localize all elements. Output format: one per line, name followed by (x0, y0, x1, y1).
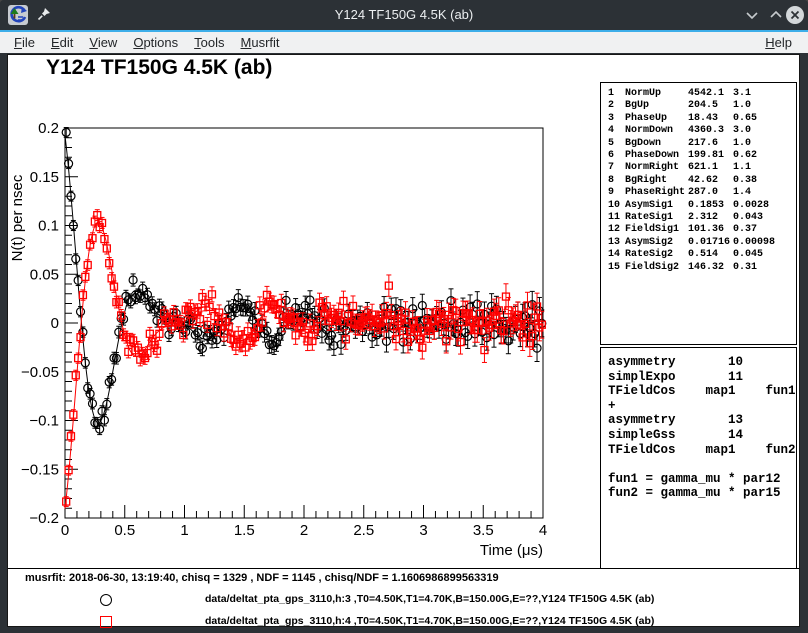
svg-text:0.05: 0.05 (30, 266, 59, 283)
pin-icon (37, 8, 50, 21)
maximize-button[interactable] (766, 6, 786, 24)
parameter-box: 1 NormUp 4542.1 3.1 2 BgUp 204.5 1.0 3 PhaseUp 18.… (600, 82, 797, 345)
svg-text:3.5: 3.5 (473, 522, 494, 539)
parameter-table: 1 NormUp 4542.1 3.1 2 BgUp 204.5 1.0 3 PhaseUp 18.… (608, 88, 776, 273)
titlebar[interactable]: Y124 TF150G 4.5K (ab) (0, 0, 808, 30)
svg-text:−0.15: −0.15 (21, 461, 59, 478)
svg-text:0.1: 0.1 (38, 218, 59, 235)
window-accent-line (0, 30, 808, 32)
svg-text:N(t) per nsec: N(t) per nsec (9, 174, 26, 261)
menu-file[interactable]: File (14, 35, 35, 50)
plot-title: Y124 TF150G 4.5K (ab) (46, 56, 273, 79)
theory-box: asymmetry 10 simplExpo 11 TFieldCos map1… (600, 347, 797, 569)
window-title: Y124 TF150G 4.5K (ab) (334, 7, 474, 22)
svg-text:Time (μs): Time (μs) (480, 542, 543, 559)
svg-text:3: 3 (419, 522, 427, 539)
svg-text:4: 4 (539, 522, 547, 539)
svg-text:1.5: 1.5 (234, 522, 255, 539)
svg-text:2: 2 (300, 522, 308, 539)
menu-options[interactable]: Options (133, 35, 179, 50)
svg-text:0: 0 (61, 522, 69, 539)
menu-edit[interactable]: Edit (50, 35, 74, 50)
svg-text:−0.1: −0.1 (29, 413, 59, 430)
legend-entry-1: data/deltat_pta_gps_3110,h:3 ,T0=4.50K,T… (205, 593, 655, 605)
svg-text:2.5: 2.5 (353, 522, 374, 539)
menubar: File Edit View Options Tools Musrfit Help (0, 32, 808, 53)
svg-text:0.5: 0.5 (114, 522, 135, 539)
menu-musrfit[interactable]: Musrfit (240, 35, 280, 50)
fit-info: musrfit: 2018-06-30, 13:19:40, chisq = 1… (25, 572, 499, 584)
menu-tools[interactable]: Tools (194, 35, 225, 50)
menu-view[interactable]: View (89, 35, 118, 50)
menu-items: File Edit View Options Tools Musrfit (6, 32, 288, 53)
legend-circle-marker (100, 594, 112, 606)
footer-divider (8, 568, 799, 569)
svg-text:0.15: 0.15 (30, 169, 59, 186)
theory-text: asymmetry 10 simplExpo 11 TFieldCos map1… (608, 355, 796, 501)
svg-text:−0.05: −0.05 (21, 364, 59, 381)
svg-text:1: 1 (180, 522, 188, 539)
app-icon (8, 5, 28, 25)
svg-text:0.2: 0.2 (38, 120, 59, 137)
menu-help[interactable]: Help (765, 35, 792, 50)
svg-text:−0.2: −0.2 (29, 510, 59, 527)
minimize-button[interactable] (742, 6, 762, 24)
legend-entry-2: data/deltat_pta_gps_3110,h:4 ,T0=4.50K,T… (205, 615, 655, 627)
legend-square-marker (100, 616, 112, 628)
svg-text:0: 0 (51, 315, 59, 332)
close-button[interactable] (785, 5, 805, 25)
